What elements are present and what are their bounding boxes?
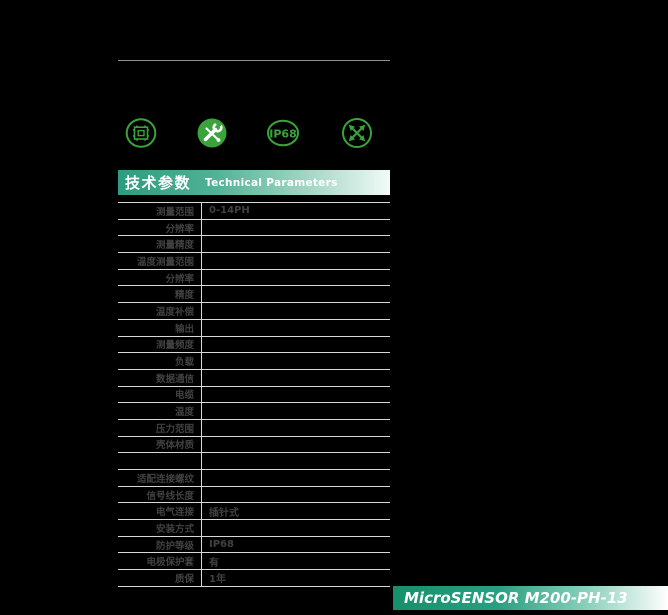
spec-label: 数据通信 [118,369,202,386]
spec-value [202,320,390,336]
spec-value [202,370,390,386]
tools-icon [197,118,227,148]
spec-label: 信号线长度 [118,486,202,503]
table-row: 壳体材质 [118,436,390,454]
spec-value [202,420,390,436]
spec-label [118,453,202,469]
spec-label: 测量频度 [118,336,202,353]
chip-icon [125,118,157,148]
ip68-icon: IP68 [267,119,299,147]
spec-value [202,337,390,353]
section-header: 技术参数 Technical Parameters [118,170,390,195]
spec-label: 测量精度 [118,236,202,253]
spec-value [202,286,390,302]
table-row: 测量频度 [118,336,390,354]
table-row: 防护等级 IP68 [118,536,390,554]
spec-label: 分辨率 [118,219,202,236]
product-badge: MicroSENSOR M200-PH-13 [393,586,668,610]
spec-value: IP68 [209,539,234,551]
table-row: 适配连接螺纹 [118,470,390,487]
spec-table: 测量范围 0-14PH 分辨率 测量精度 温度测量范围 分辨率 精度 温度补偿 … [118,202,390,587]
table-row: 测量范围 0-14PH [118,203,390,220]
table-row: 质保 1年 [118,570,390,587]
table-row [118,453,390,470]
product-name: MicroSENSOR M200-PH-13 [404,589,628,607]
spec-label: 负载 [118,353,202,369]
spec-value [202,236,390,252]
spec-label: 电气连接 [118,503,202,520]
spec-label: 壳体材质 [118,436,202,453]
spec-value: 0-14PH [209,205,250,217]
spec-value [202,403,390,419]
spec-value [202,353,390,369]
spec-value [202,453,390,469]
table-row: 分辨率 [118,219,390,237]
section-title-zh: 技术参数 [125,174,192,192]
table-row: 数据通信 [118,369,390,387]
table-row: 负载 [118,353,390,370]
spec-value: 插针式 [209,507,239,519]
table-row: 安装方式 [118,520,390,537]
spec-value [202,520,390,536]
top-divider-line [118,60,390,61]
spec-label: 压力范围 [118,419,202,436]
table-row: 温度补偿 [118,303,390,320]
spec-label: 防护等级 [118,536,202,553]
spec-label: 适配连接螺纹 [118,470,202,486]
spec-value [202,253,390,269]
spec-label: 分辨率 [118,269,202,286]
ip68-icon-label: IP68 [269,127,296,140]
spec-value: 1年 [209,574,226,586]
table-row: 温度 [118,403,390,420]
spec-label: 电极保护套 [118,553,202,570]
spec-label: 温度补偿 [118,303,202,319]
table-row: 精度 [118,286,390,304]
table-row: 信号线长度 [118,486,390,504]
spec-value [202,270,390,286]
section-title-en: Technical Parameters [205,176,338,189]
spec-value [202,470,390,486]
table-row: 电气连接 插针式 [118,503,390,521]
table-row: 电极保护套 有 [118,553,390,571]
spec-value [202,487,390,503]
expand-arrows-icon [342,118,372,148]
spec-value: 有 [209,557,219,569]
spec-label: 质保 [118,570,202,586]
spec-value [202,303,390,319]
table-row: 压力范围 [118,419,390,437]
spec-label: 输出 [118,319,202,336]
spec-value [202,437,390,453]
table-row: 测量精度 [118,236,390,254]
table-row: 温度测量范围 [118,253,390,270]
spec-value [202,220,390,236]
spec-label: 测量范围 [118,203,202,219]
table-row: 输出 [118,319,390,337]
spec-label: 温度 [118,403,202,419]
spec-label: 精度 [118,286,202,303]
table-row: 分辨率 [118,269,390,287]
table-row: 电缆 [118,386,390,404]
spec-value [202,387,390,403]
spec-label: 电缆 [118,386,202,403]
spec-label: 安装方式 [118,520,202,536]
spec-label: 温度测量范围 [118,253,202,269]
